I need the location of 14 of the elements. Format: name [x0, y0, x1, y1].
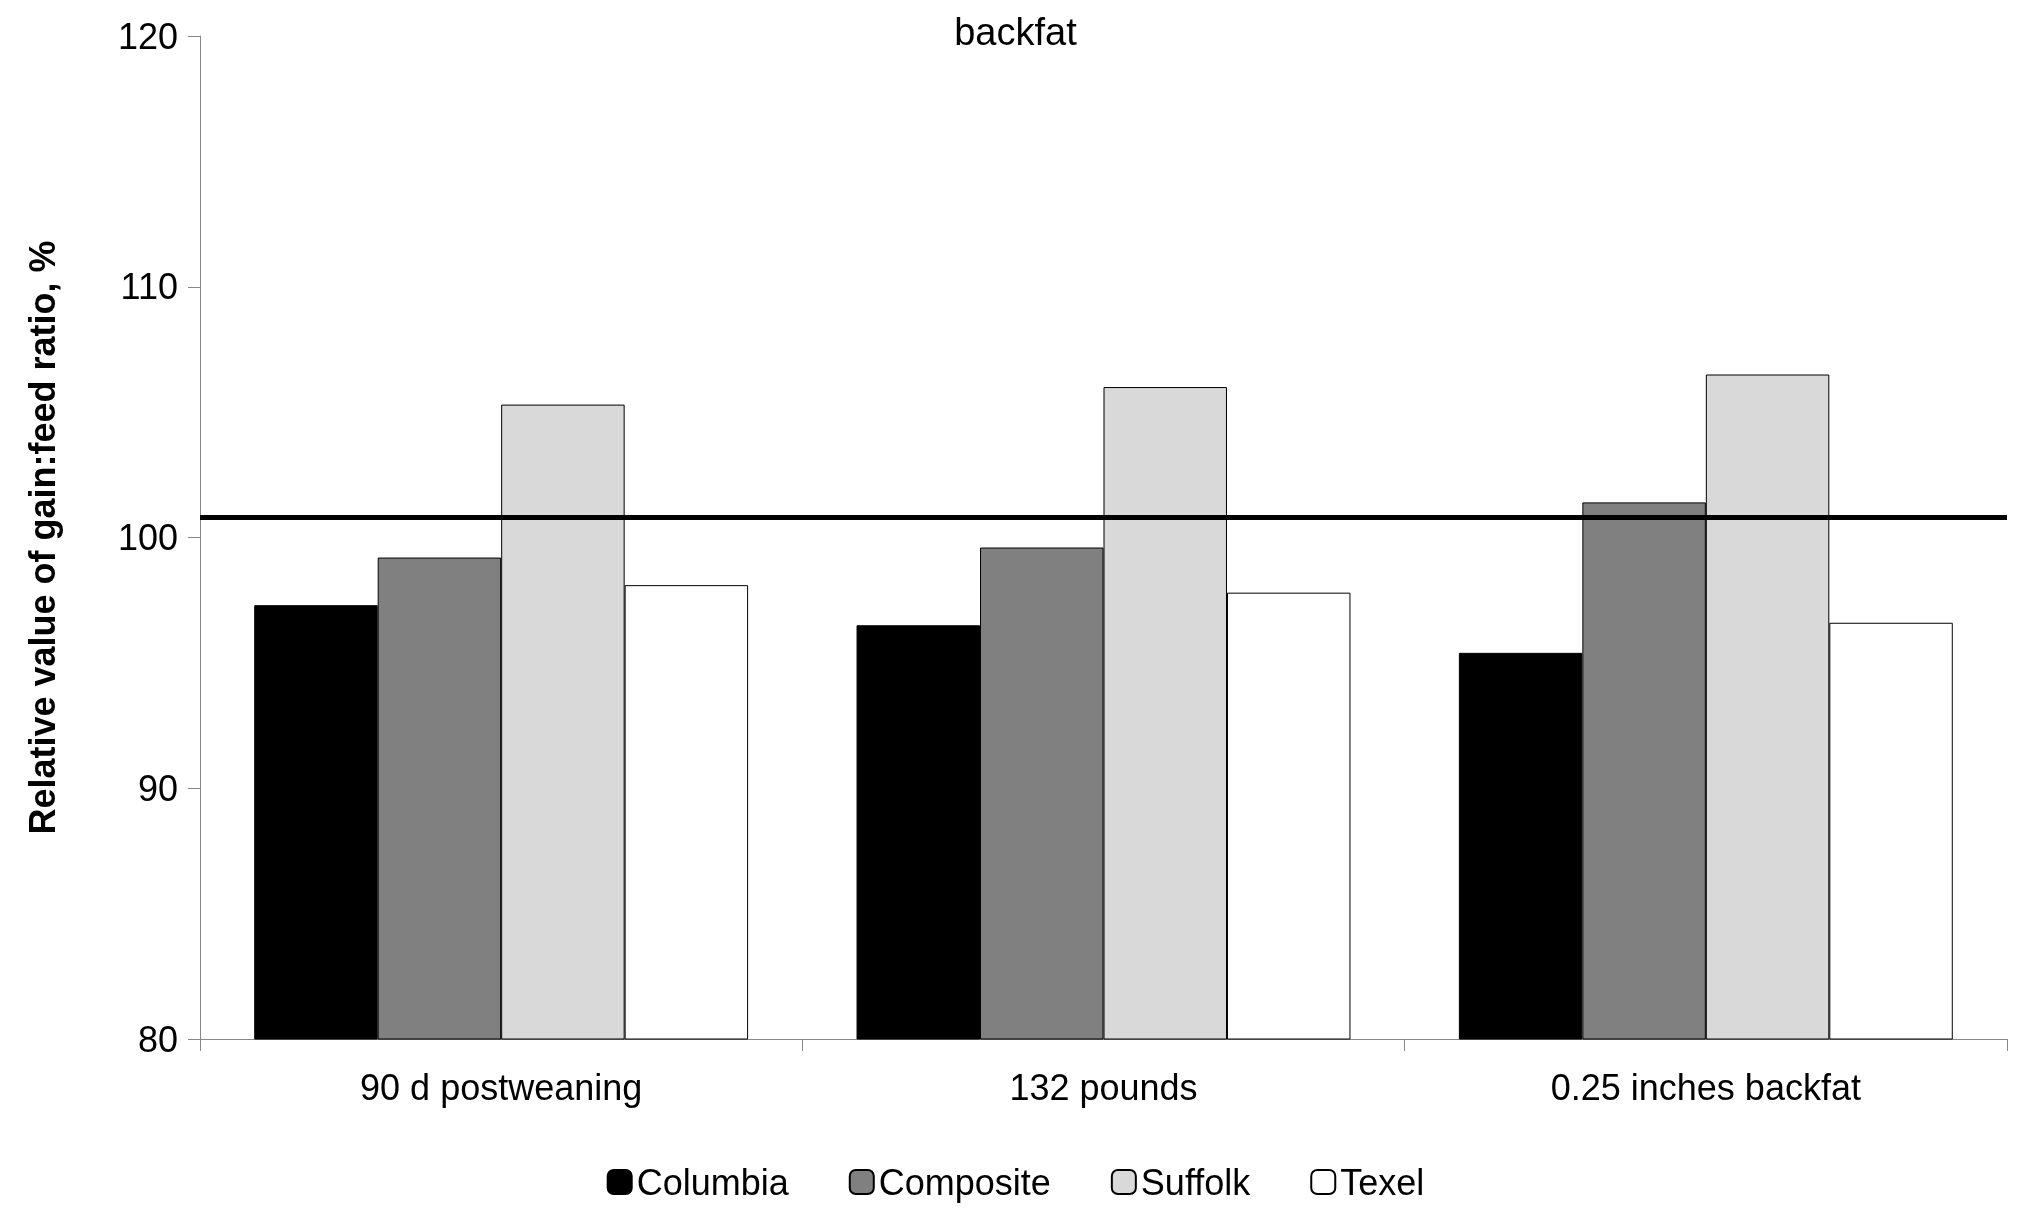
- x-tick-label: 132 pounds: [1009, 1066, 1198, 1108]
- legend-label: Columbia: [636, 1161, 790, 1203]
- legend-label: Composite: [878, 1161, 1051, 1203]
- chart-title: backfat: [954, 11, 1078, 53]
- y-tick-label: 80: [137, 1018, 178, 1060]
- x-tick-label: 90 d postweaning: [360, 1066, 643, 1108]
- y-tick-label: 120: [117, 15, 178, 57]
- x-tick-label: 0.25 inches backfat: [1550, 1066, 1861, 1108]
- y-axis-title: Relative value of gain:feed ratio, %: [21, 240, 63, 835]
- legend-label: Suffolk: [1140, 1161, 1252, 1203]
- y-tick-label: 110: [120, 266, 178, 308]
- legend-label: Texel: [1340, 1161, 1425, 1203]
- y-tick-label: 90: [137, 767, 178, 809]
- y-tick-label: 100: [117, 517, 178, 558]
